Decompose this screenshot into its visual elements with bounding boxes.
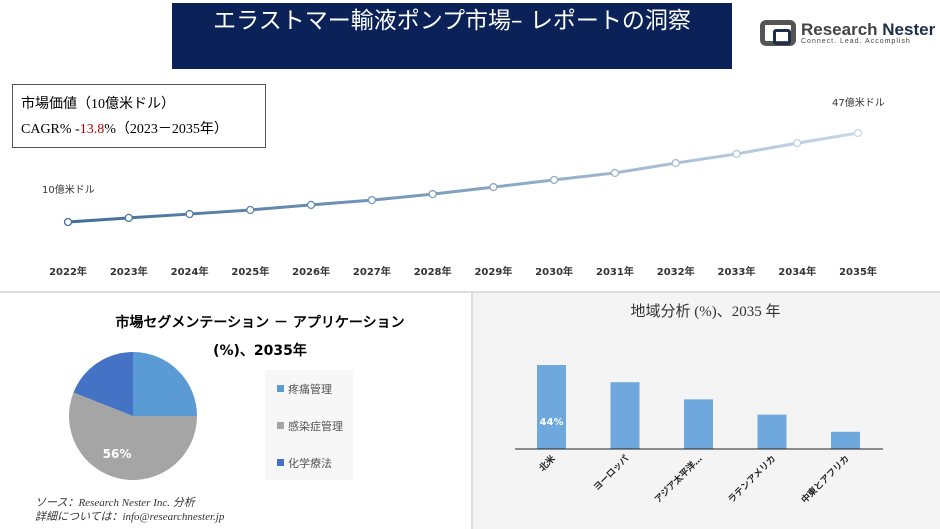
data-label: 44% (540, 417, 564, 428)
end-annotation: 47億米ドル (832, 96, 885, 109)
legend-swatch (277, 459, 284, 466)
x-tick-label: 2034年 (778, 265, 816, 278)
data-label: 56% (103, 447, 132, 461)
x-tick-label: 2024年 (171, 265, 209, 278)
data-point (793, 138, 802, 148)
data-point (124, 213, 133, 223)
series-line (67, 131, 859, 224)
bar-chart: 北米 ヨーロッパ アジア太平洋… ラテンアメリカ 中東とアフリカ 44% (515, 365, 883, 506)
x-tick-label: 2032年 (657, 265, 695, 278)
bar (684, 399, 713, 449)
legend-item: 感染症管理 (265, 407, 353, 444)
x-tick-label: 2029年 (474, 265, 512, 278)
data-point (853, 128, 863, 138)
x-tick-label: 2025年 (231, 265, 269, 278)
logo: Research Nester Connect. Lead. Accomplis… (760, 20, 935, 46)
legend-item: 化学療法 (265, 444, 353, 481)
x-tick-label: ラテンアメリカ (726, 453, 778, 505)
data-point (185, 209, 194, 219)
data-point (610, 168, 620, 178)
x-tick-label: 2033年 (718, 265, 756, 278)
page-title: エラストマー輸液ポンプ市場– レポートの洞察 (172, 3, 732, 69)
pie-chart-title: 市場セグメンテーション － アプリケーション (%)、2035年 (115, 315, 405, 359)
x-tick-label: 2023年 (110, 265, 148, 278)
legend-item: 疼痛管理 (265, 370, 353, 407)
data-point (63, 217, 73, 227)
bar (831, 431, 860, 449)
data-point (367, 195, 376, 205)
start-annotation: 10億米ドル (42, 183, 95, 196)
bar (610, 382, 640, 449)
x-tick-label: 中東とアフリカ (799, 453, 852, 506)
bar-chart-title: 地域分析 (%)、2035 年 (630, 304, 781, 320)
market-value-label: 市場価値（10億米ドル） (21, 97, 175, 112)
logo-tagline: Connect. Lead. Accomplish (801, 38, 911, 45)
pie-slice (73, 352, 133, 416)
data-point (550, 175, 559, 185)
data-point (489, 182, 498, 192)
x-tick-label: 2028年 (414, 265, 452, 278)
x-tick-label: 2030年 (535, 265, 573, 278)
x-tick-label: ヨーロッパ (591, 453, 631, 493)
x-tick-label: 北米 (536, 452, 558, 474)
x-tick-label: 2031年 (596, 265, 634, 278)
x-tick-label: 2027年 (353, 265, 391, 278)
data-point (732, 149, 741, 159)
pie-legend: 疼痛管理 感染症管理 化学療法 (265, 370, 353, 480)
cagr-line: CAGR% -13.8%（2023－2035年） (21, 122, 228, 137)
market-info-box: 市場価値（10億米ドル） CAGR% -13.8%（2023－2035年） (12, 84, 266, 148)
x-tick-label: 2026年 (292, 265, 330, 278)
bar (757, 414, 787, 449)
logo-icon (760, 20, 796, 46)
data-point (428, 189, 437, 199)
logo-name: Research Nester (801, 20, 936, 39)
legend-swatch (277, 385, 284, 392)
x-tick-label: 2035年 (839, 265, 877, 278)
x-tick-label: アジア太平洋… (652, 453, 705, 506)
section-divider (0, 291, 940, 293)
source-note: ソース：Research Nester Inc. 分析 詳細については：info… (35, 497, 225, 523)
data-point (306, 200, 316, 210)
bar (537, 365, 566, 449)
pie-slice (133, 352, 197, 416)
x-tick-label: 2022年 (49, 265, 87, 278)
pie-slice (68, 392, 197, 480)
line-chart: 10億米ドル 47億米ドル 2022年 2023年 2024年 2025年 2026年 2… (42, 96, 885, 278)
data-point (671, 158, 680, 168)
legend-swatch (277, 422, 284, 429)
data-point (246, 205, 255, 215)
pie-chart: 56% (68, 352, 197, 480)
